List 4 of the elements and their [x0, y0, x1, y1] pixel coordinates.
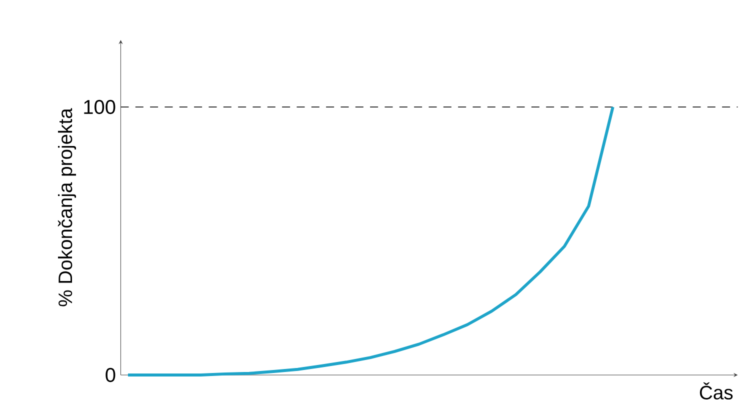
x-axis-title: Čas — [700, 382, 733, 400]
y-tick-label: 0 — [106, 368, 116, 382]
y-axis-title: % Dokončanja projekta — [58, 108, 76, 306]
y-tick-label: 100 — [84, 100, 116, 114]
